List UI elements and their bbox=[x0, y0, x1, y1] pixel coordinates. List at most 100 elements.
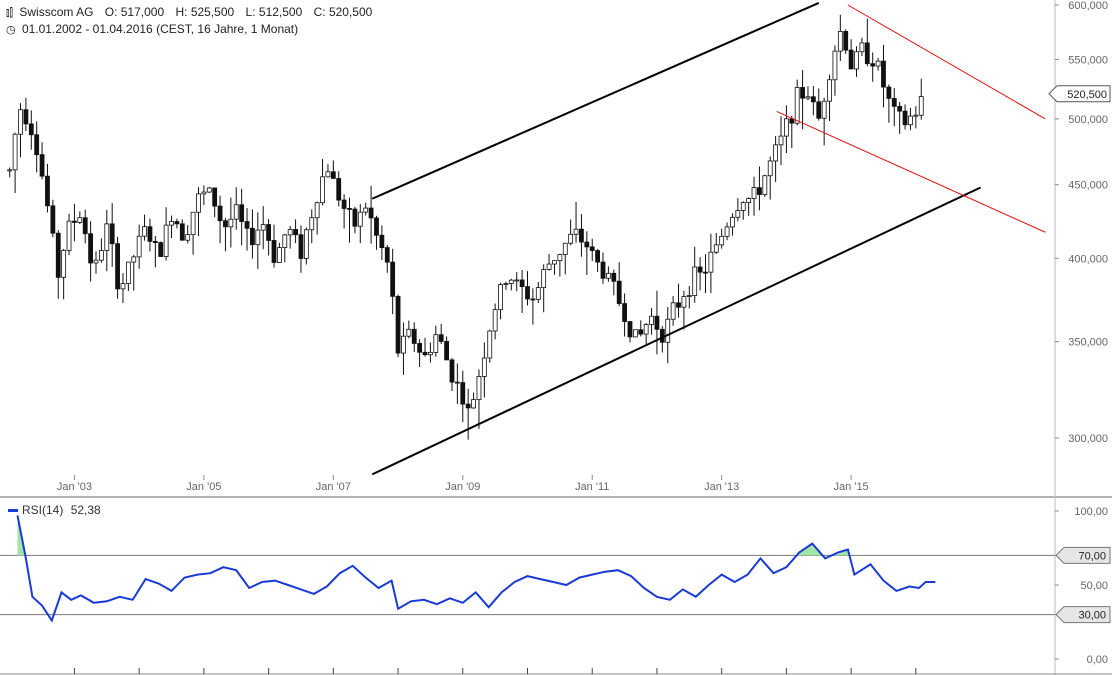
candle-down bbox=[239, 204, 245, 222]
candle-up bbox=[282, 234, 288, 248]
candle-down bbox=[864, 42, 870, 65]
candle-up bbox=[805, 96, 811, 99]
candle-down bbox=[703, 271, 708, 274]
period-row: ◷ 01.01.2002 - 01.04.2016 (CEST, 16 Jahr… bbox=[6, 21, 372, 38]
candle-down bbox=[579, 228, 584, 243]
clock-icon: ◷ bbox=[6, 24, 16, 36]
candle-up bbox=[18, 109, 23, 135]
candle-up bbox=[428, 351, 433, 356]
x-tick-label: Jan '05 bbox=[186, 481, 221, 493]
candle-up bbox=[481, 357, 487, 377]
candle-up bbox=[859, 42, 865, 53]
candle-up bbox=[433, 334, 439, 353]
rsi-y-tick-label: 50,00 bbox=[1080, 580, 1108, 592]
candle-down bbox=[800, 87, 805, 99]
x-tick-label: Jan '03 bbox=[57, 481, 92, 493]
candle-up bbox=[686, 295, 692, 297]
candle-down bbox=[395, 295, 401, 354]
candle-up bbox=[713, 244, 719, 253]
candle-down bbox=[897, 105, 903, 112]
candle-up bbox=[320, 176, 325, 204]
candle-down bbox=[676, 302, 681, 308]
candle-down bbox=[444, 341, 449, 361]
last-price-tag: 520,500 bbox=[1048, 85, 1111, 103]
candle-up bbox=[196, 193, 201, 213]
candle-down bbox=[109, 223, 115, 245]
candle-up bbox=[746, 198, 752, 203]
candle-down bbox=[374, 217, 379, 236]
candle-down bbox=[454, 381, 460, 384]
candle-up bbox=[837, 30, 843, 52]
candle-up bbox=[471, 399, 476, 409]
candle-up bbox=[401, 335, 406, 354]
candle-up bbox=[276, 247, 282, 263]
candle-down bbox=[50, 205, 56, 234]
candle-up bbox=[514, 279, 520, 282]
candle-down bbox=[152, 240, 158, 243]
candle-down bbox=[379, 234, 385, 248]
chart-header: ⫾⫿ Swisscom AG O: 517,000 H: 525,500 L: … bbox=[6, 4, 372, 38]
candle-up bbox=[535, 287, 541, 300]
candle-down bbox=[298, 234, 304, 259]
candle-up bbox=[503, 283, 509, 285]
candle-down bbox=[115, 243, 120, 290]
candle-down bbox=[250, 227, 255, 246]
candle-up bbox=[670, 302, 676, 320]
price-y-axis: 300,000 350,000 400,000 450,000 500,000 550,0… bbox=[1055, 0, 1108, 445]
instrument-name: Swisscom AG bbox=[19, 5, 94, 19]
candle-up bbox=[104, 223, 110, 251]
candle-up bbox=[632, 329, 638, 338]
x-tick-label: Jan '15 bbox=[834, 481, 869, 493]
candle-up bbox=[740, 202, 746, 211]
candle-up bbox=[93, 259, 99, 264]
candle-up bbox=[854, 51, 859, 70]
candle-down bbox=[757, 187, 762, 195]
candle-up bbox=[185, 234, 191, 241]
candle-up bbox=[314, 202, 320, 219]
price-y-tick-label: 350,000 bbox=[1068, 337, 1108, 349]
rsi-y-tick-label: 0,00 bbox=[1087, 654, 1108, 666]
candle-down bbox=[72, 220, 77, 223]
candles bbox=[7, 14, 924, 440]
candle-up bbox=[309, 217, 315, 231]
candle-up bbox=[719, 235, 725, 246]
candle-up bbox=[778, 135, 784, 146]
candle-up bbox=[131, 256, 137, 263]
candle-up bbox=[649, 315, 654, 325]
x-tick-label: Jan '09 bbox=[445, 481, 480, 493]
candle-down bbox=[34, 134, 40, 156]
x-tick-label: Jan '13 bbox=[704, 481, 739, 493]
price-y-tick-label: 550,000 bbox=[1068, 54, 1108, 66]
candle-down bbox=[45, 175, 50, 207]
candle-down bbox=[174, 221, 180, 225]
candle-up bbox=[692, 266, 698, 296]
candle-down bbox=[611, 272, 617, 282]
candle-down bbox=[654, 315, 660, 330]
period-text: 01.01.2002 - 01.04.2016 (CEST, 16 Jahre,… bbox=[21, 22, 299, 36]
candle-up bbox=[169, 221, 174, 226]
candle-down bbox=[816, 101, 822, 119]
candle-up bbox=[201, 191, 207, 195]
candle-down bbox=[352, 208, 358, 227]
candle-up bbox=[190, 211, 196, 236]
candle-down bbox=[55, 232, 61, 278]
candle-up bbox=[827, 79, 832, 102]
candle-down bbox=[147, 226, 153, 242]
candle-up bbox=[142, 226, 147, 237]
price-y-tick-label: 600,000 bbox=[1068, 0, 1108, 12]
candle-up bbox=[120, 283, 126, 290]
candle-down bbox=[266, 224, 272, 241]
candle-up bbox=[773, 144, 779, 162]
candle-down bbox=[616, 280, 622, 304]
candle-up bbox=[735, 210, 741, 218]
candle-down bbox=[622, 303, 627, 322]
rsi-threshold-tag bbox=[1055, 606, 1111, 624]
candle-up bbox=[7, 169, 13, 172]
candle-up bbox=[498, 284, 503, 311]
price-y-tick-label: 500,000 bbox=[1068, 114, 1108, 126]
candle-up bbox=[794, 87, 800, 124]
candle-down bbox=[530, 298, 536, 301]
price-y-tick-label: 300,000 bbox=[1068, 433, 1108, 445]
candle-down bbox=[217, 205, 223, 222]
